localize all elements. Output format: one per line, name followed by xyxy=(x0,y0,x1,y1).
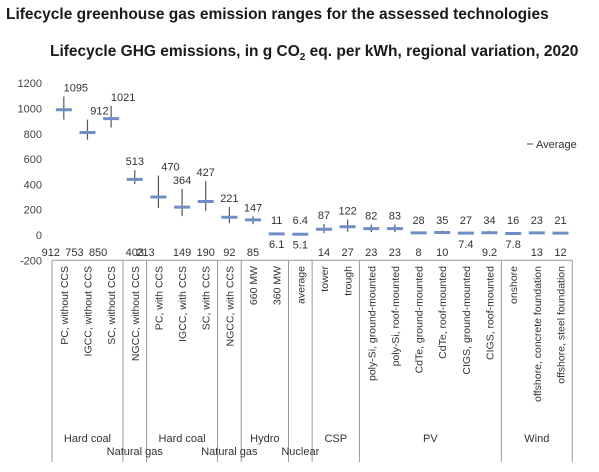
max-value-label: 23 xyxy=(531,215,543,227)
min-value-label: 13 xyxy=(531,247,543,259)
max-value-label: 513 xyxy=(126,156,144,168)
min-value-label: 27 xyxy=(342,247,354,259)
category-label: onshore xyxy=(508,266,520,304)
min-value-label: 7.4 xyxy=(458,239,473,251)
chart-title-main: Lifecycle GHG emissions, in g CO xyxy=(50,43,300,60)
max-value-label: 147 xyxy=(244,202,262,214)
category-label: CdTe, ground-mounted xyxy=(414,266,426,374)
y-tick-label: -200 xyxy=(20,255,42,267)
y-tick-label: 400 xyxy=(24,179,42,191)
category-label: offshore, steel foundation xyxy=(555,266,567,384)
category-label: 360 MW xyxy=(272,266,284,305)
min-value-label: 850 xyxy=(89,247,107,259)
min-value-label: 403 xyxy=(126,247,144,259)
group-label: Hard coal xyxy=(159,433,206,445)
y-tick-label: 1000 xyxy=(18,104,42,116)
max-value-label: 83 xyxy=(389,211,401,223)
max-value-label: 27 xyxy=(460,215,472,227)
y-tick-label: 1200 xyxy=(18,78,42,90)
category-label: average xyxy=(295,266,307,304)
y-tick-label: 200 xyxy=(24,205,42,217)
legend-label: Average xyxy=(536,139,577,151)
category-label: CIGS, ground-mounted xyxy=(461,266,473,375)
min-value-label: 6.1 xyxy=(269,239,284,251)
y-tick-label: 600 xyxy=(24,154,42,166)
min-value-label: 5.1 xyxy=(293,239,308,251)
min-value-label: 753 xyxy=(65,247,83,259)
category-label: PC, with CCS xyxy=(153,266,165,330)
category-label: NGCC, without CCS xyxy=(130,266,142,361)
max-value-label: 912 xyxy=(90,106,108,118)
min-value-label: 23 xyxy=(365,247,377,259)
min-value-label: 149 xyxy=(173,247,191,259)
min-value-label: 10 xyxy=(436,247,448,259)
group-label: Nuclear xyxy=(281,446,319,458)
category-label: 660 MW xyxy=(248,266,260,305)
max-value-label: 6.4 xyxy=(293,215,308,227)
category-label: trough xyxy=(343,266,355,296)
max-value-label: 34 xyxy=(483,215,495,227)
category-label: poly-Si, ground-mounted xyxy=(366,266,378,381)
max-value-label: 1021 xyxy=(111,92,135,104)
group-label: Wind xyxy=(524,433,549,445)
group-label: Natural gas xyxy=(107,446,164,458)
y-tick-label: 0 xyxy=(36,230,42,242)
min-value-label: 7.8 xyxy=(506,239,521,251)
max-value-label: 427 xyxy=(197,167,215,179)
category-label: IGCC, without CCS xyxy=(82,266,94,356)
max-value-label: 11 xyxy=(271,215,282,227)
min-value-label: 14 xyxy=(318,247,330,259)
max-value-label: 1095 xyxy=(64,82,88,94)
min-value-label: 912 xyxy=(42,247,60,259)
max-value-label: 21 xyxy=(554,215,566,227)
min-value-label: 23 xyxy=(389,247,401,259)
category-label: IGCC, with CCS xyxy=(177,266,189,342)
min-value-label: 12 xyxy=(554,247,566,259)
category-label: SC, with CCS xyxy=(201,266,213,330)
group-label: Natural gas xyxy=(201,446,258,458)
chart-title-subscript: 2 xyxy=(299,52,306,64)
category-label: CIGS, roof-mounted xyxy=(485,266,497,360)
max-value-label: 470 xyxy=(161,162,179,174)
max-value-label: 28 xyxy=(412,215,424,227)
max-value-label: 82 xyxy=(365,211,377,223)
page-title: Lifecycle greenhouse gas emission ranges… xyxy=(6,6,549,23)
min-value-label: 92 xyxy=(223,247,235,259)
max-value-label: 221 xyxy=(220,193,238,205)
max-value-label: 87 xyxy=(318,210,330,222)
category-label: offshore, concrete foundation xyxy=(532,266,544,402)
category-label: PC, without CCS xyxy=(59,266,71,345)
group-label: CSP xyxy=(324,433,347,445)
category-label: CdTe, roof-mounted xyxy=(437,266,449,359)
min-value-label: 190 xyxy=(197,247,215,259)
y-tick-label: 800 xyxy=(24,129,42,141)
min-value-label: 85 xyxy=(247,247,259,259)
group-label: Hydro xyxy=(250,433,279,445)
category-label: poly-Si, roof-mounted xyxy=(390,266,402,367)
group-label: Hard coal xyxy=(64,433,111,445)
max-value-label: 16 xyxy=(507,215,519,227)
category-label: NGCC, with CCS xyxy=(224,266,236,347)
max-value-label: 35 xyxy=(436,215,448,227)
max-value-label: 364 xyxy=(173,175,191,187)
category-label: SC, without CCS xyxy=(106,266,118,345)
category-label: tower xyxy=(319,266,331,292)
min-value-label: 8 xyxy=(416,247,422,259)
group-label: PV xyxy=(423,433,438,445)
chart-title-rest: eq. per kWh, regional variation, 2020 xyxy=(305,43,579,60)
max-value-label: 122 xyxy=(338,206,356,218)
chart-title: Lifecycle GHG emissions, in g CO2 eq. pe… xyxy=(50,43,578,63)
min-value-label: 213 xyxy=(136,247,154,259)
min-value-label: 9.2 xyxy=(482,247,497,259)
